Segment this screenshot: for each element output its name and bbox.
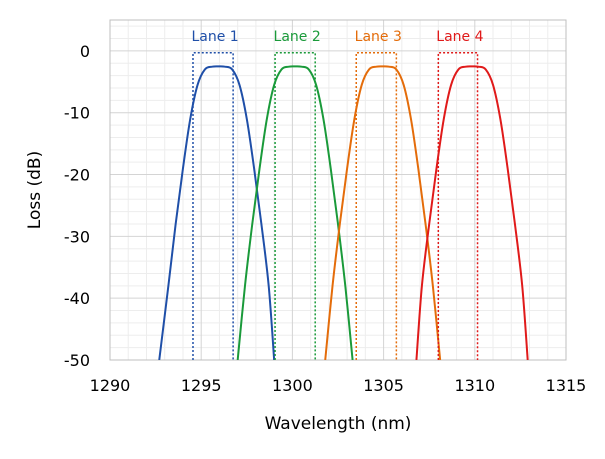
x-tick-label: 1310 [454, 376, 495, 395]
lane-labels: Lane 1 Lane 2 Lane 3 Lane 4 [191, 29, 483, 45]
x-tick-label: 1315 [546, 376, 587, 395]
y-tick-label: -40 [64, 289, 90, 308]
x-axis-label: Wavelength (nm) [265, 414, 412, 434]
series-line-lane-4 [415, 65, 529, 360]
lane-label-4: Lane 4 [436, 29, 483, 45]
x-tick-label: 1295 [181, 376, 222, 395]
y-axis-label: Loss (dB) [25, 151, 45, 229]
x-tick-label: 1300 [272, 376, 313, 395]
series-line-lane-2 [236, 65, 354, 360]
y-tick-label: -20 [64, 166, 90, 185]
plot-border [109, 19, 567, 361]
passband-boxes [192, 52, 479, 360]
y-tick-label: -50 [64, 351, 90, 370]
passband-box-lane-2 [274, 52, 316, 360]
major-grid [109, 20, 567, 361]
x-tick-label: 1305 [363, 376, 404, 395]
y-tick-label: 0 [80, 42, 90, 61]
passband-box-lane-4 [437, 52, 479, 360]
lane-label-3: Lane 3 [355, 29, 402, 45]
lane-label-1: Lane 1 [191, 29, 238, 45]
series-line-lane-3 [324, 65, 442, 360]
minor-grid [110, 20, 566, 360]
lane-label-2: Lane 2 [274, 29, 321, 45]
series-line-lane-1 [158, 65, 276, 360]
x-tick-labels: 1290 1295 1300 1305 1310 1315 [90, 376, 587, 395]
y-tick-labels: 0 -10 -20 -30 -40 -50 [64, 42, 90, 370]
curves-layer [158, 65, 529, 360]
x-tick-label: 1290 [90, 376, 131, 395]
y-tick-label: -30 [64, 227, 90, 246]
passband-box-lane-1 [192, 52, 234, 360]
y-tick-label: -10 [64, 104, 90, 123]
passband-box-lane-3 [355, 52, 398, 360]
